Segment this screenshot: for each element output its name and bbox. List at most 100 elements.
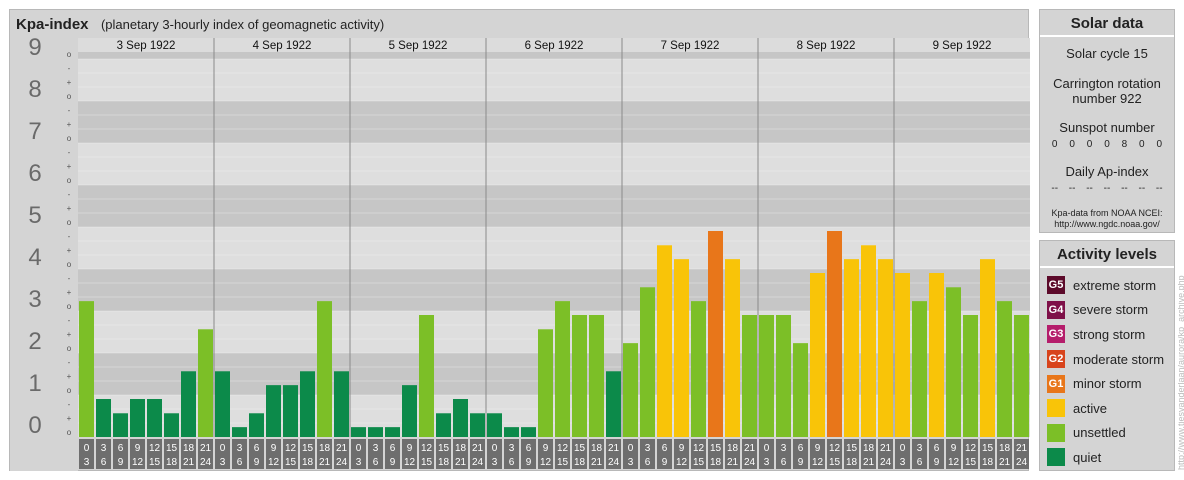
interval-end-label: 9 <box>526 457 532 468</box>
legend-item: G2 moderate storm <box>1047 347 1174 372</box>
interval-end-label: 24 <box>608 457 620 468</box>
interval-cell <box>232 439 247 469</box>
kpa-bar-chart: 0123456789o+-o+-o+-o+-o+-o+-o+-o+-o+-o3 … <box>10 34 1030 471</box>
kp-bar <box>402 385 417 437</box>
interval-cell <box>266 439 281 469</box>
interval-end-label: 21 <box>727 457 739 468</box>
interval-end-label: 9 <box>390 457 396 468</box>
interval-end-label: 9 <box>118 457 124 468</box>
kp-bar <box>606 371 621 437</box>
kp-bar <box>572 315 587 437</box>
kp-band <box>78 143 1030 185</box>
kp-bar <box>793 343 808 437</box>
legend-swatch: G2 <box>1047 350 1065 369</box>
interval-start-label: 3 <box>645 443 651 454</box>
kp-bar <box>504 427 519 437</box>
interval-start-label: 18 <box>183 443 195 454</box>
day-label: 6 Sep 1922 <box>525 40 584 52</box>
interval-cell <box>776 439 791 469</box>
daily-ap-label: Daily Ap-index <box>1065 164 1149 179</box>
y-subtick-label: + <box>67 330 72 339</box>
kp-bar <box>334 371 349 437</box>
interval-cell <box>351 439 366 469</box>
interval-cell <box>657 439 672 469</box>
interval-cell <box>198 439 213 469</box>
interval-end-label: 24 <box>744 457 756 468</box>
interval-cell <box>283 439 298 469</box>
interval-end-label: 21 <box>455 457 467 468</box>
interval-end-label: 18 <box>438 457 450 468</box>
y-tick-label: 5 <box>28 202 41 229</box>
interval-end-label: 6 <box>373 457 379 468</box>
interval-end-label: 3 <box>628 457 634 468</box>
legend-item: G5 extreme storm <box>1047 273 1174 298</box>
ap-value: -- <box>1103 183 1111 194</box>
y-subtick-label: - <box>68 190 71 199</box>
interval-end-label: 12 <box>268 457 280 468</box>
interval-cell <box>980 439 995 469</box>
kp-bar <box>317 301 332 437</box>
interval-start-label: 21 <box>472 443 484 454</box>
sunspot-value: 0 <box>1139 139 1145 150</box>
y-tick-label: 9 <box>28 34 41 61</box>
interval-start-label: 6 <box>934 443 940 454</box>
kp-bar <box>419 315 434 437</box>
interval-start-label: 0 <box>356 443 362 454</box>
y-subtick-label: - <box>68 358 71 367</box>
interval-end-label: 6 <box>917 457 923 468</box>
interval-end-label: 24 <box>336 457 348 468</box>
interval-cell <box>181 439 196 469</box>
legend-swatch: G1 <box>1047 374 1065 393</box>
ap-value: -- <box>1121 183 1128 194</box>
y-subtick-label: + <box>67 162 72 171</box>
interval-cell <box>691 439 706 469</box>
interval-start-label: 3 <box>237 443 243 454</box>
interval-end-label: 3 <box>220 457 226 468</box>
y-tick-label: 8 <box>28 76 41 103</box>
interval-end-label: 15 <box>965 457 977 468</box>
source-watermark: http://www.tiesvanderlaan/aurora/kp_arch… <box>1178 275 1184 470</box>
kp-bar <box>997 301 1012 437</box>
carrington-line-1: Carrington rotation <box>1053 76 1161 91</box>
kp-bar <box>283 385 298 437</box>
chart-title: Kpa-index <box>16 16 89 33</box>
kp-bar <box>198 329 213 437</box>
interval-cell <box>1014 439 1029 469</box>
y-tick-label: 1 <box>28 370 41 397</box>
carrington-line-2: number 922 <box>1072 91 1142 106</box>
kp-bar <box>555 301 570 437</box>
interval-cell <box>878 439 893 469</box>
interval-cell <box>164 439 179 469</box>
interval-start-label: 6 <box>798 443 804 454</box>
interval-start-label: 6 <box>118 443 124 454</box>
kp-bar <box>113 413 128 437</box>
kpa-source-line-2: http://www.ngdc.noaa.gov/ <box>1054 219 1160 229</box>
interval-end-label: 12 <box>132 457 144 468</box>
interval-end-label: 9 <box>934 457 940 468</box>
kp-bar <box>368 427 383 437</box>
legend-label: severe storm <box>1073 302 1149 318</box>
interval-cell <box>453 439 468 469</box>
interval-end-label: 24 <box>880 457 892 468</box>
y-subtick-label: + <box>67 204 72 213</box>
interval-cell <box>249 439 264 469</box>
interval-start-label: 18 <box>455 443 467 454</box>
interval-start-label: 18 <box>999 443 1011 454</box>
interval-cell <box>487 439 502 469</box>
sunspot-value: 0 <box>1086 139 1093 150</box>
kp-bar <box>130 399 145 437</box>
y-subtick-label: + <box>67 414 72 423</box>
interval-cell <box>317 439 332 469</box>
interval-start-label: 12 <box>829 443 841 454</box>
kp-bar <box>470 413 485 437</box>
kp-bar <box>844 259 859 437</box>
interval-start-label: 18 <box>727 443 739 454</box>
solar-cycle: Solar cycle 15 <box>1066 46 1148 61</box>
legend-swatch <box>1047 448 1065 467</box>
interval-end-label: 6 <box>645 457 651 468</box>
y-tick-label: 3 <box>28 286 41 313</box>
kp-bar <box>300 371 315 437</box>
y-subtick-label: + <box>67 120 72 129</box>
interval-start-label: 21 <box>1016 443 1028 454</box>
